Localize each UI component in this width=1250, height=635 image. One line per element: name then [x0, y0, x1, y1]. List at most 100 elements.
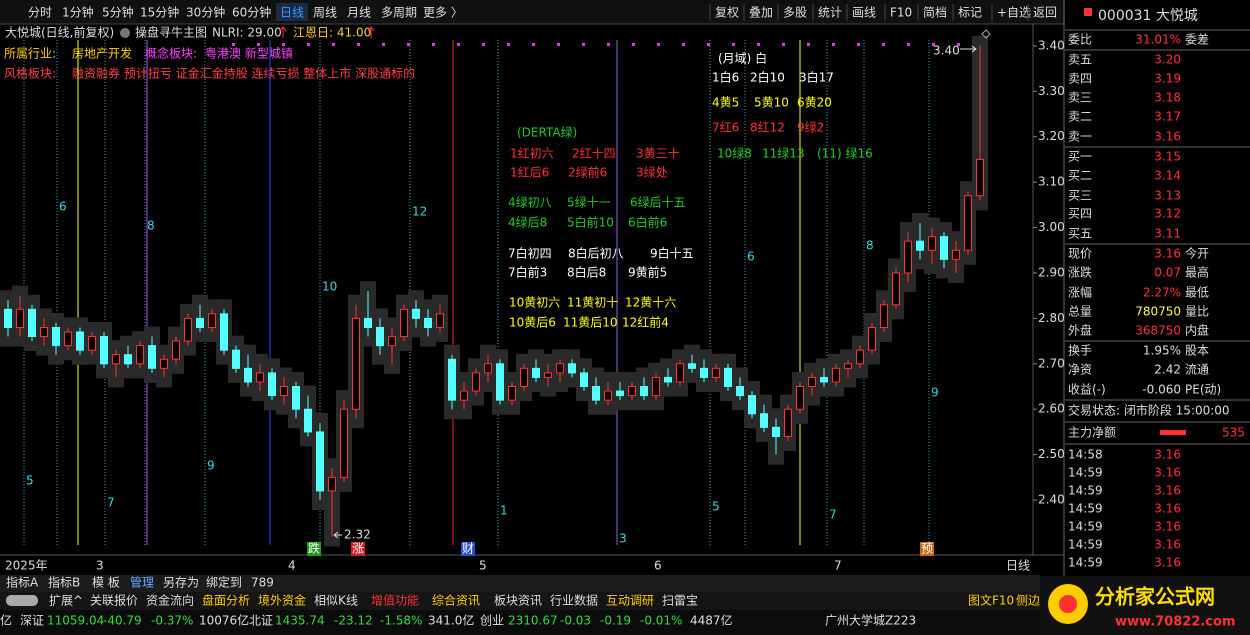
- stock-code: 000031 大悦城: [1098, 8, 1198, 24]
- candle-body: [256, 372, 264, 383]
- candle-body: [532, 367, 540, 378]
- info-tab[interactable]: 板块资讯: [494, 594, 542, 608]
- annotation: 8白后8: [567, 265, 606, 280]
- tool-button[interactable]: 标记: [958, 6, 982, 20]
- info-tab[interactable]: 关联报价: [90, 593, 138, 608]
- quote-label: 换手: [1068, 344, 1092, 358]
- candle-body: [724, 367, 732, 388]
- candle-body: [652, 376, 660, 397]
- period-tab[interactable]: 15分钟: [140, 5, 179, 20]
- indicator-tab[interactable]: 789: [251, 576, 274, 590]
- candle-body: [868, 326, 876, 351]
- tool-button[interactable]: 多股: [783, 6, 807, 20]
- cycle-label: 6: [747, 250, 755, 264]
- indicator-tab[interactable]: 管理: [130, 575, 154, 590]
- candle-body: [580, 372, 588, 388]
- quote-value: 368750: [1135, 324, 1181, 338]
- tool-button[interactable]: 画线: [852, 6, 876, 20]
- indicator-tab[interactable]: 另存为: [163, 576, 199, 590]
- dot: [782, 43, 785, 46]
- period-tab[interactable]: 分时: [28, 6, 52, 20]
- info-tab[interactable]: 扩展^: [49, 594, 83, 608]
- quote-label: 现价: [1068, 247, 1092, 261]
- max-label: 3.40: [933, 44, 960, 58]
- min-label: 2.32: [344, 528, 371, 542]
- candle-body: [28, 308, 36, 338]
- period-tab[interactable]: 1分钟: [62, 5, 94, 20]
- side-tab[interactable]: 侧边: [1016, 594, 1040, 608]
- candle-body: [316, 431, 324, 492]
- period-tab[interactable]: 更多 〉: [423, 6, 463, 20]
- diamond: [981, 29, 991, 39]
- logo-icon: [1059, 595, 1077, 613]
- order-price: 3.19: [1154, 72, 1181, 86]
- candle-body: [820, 376, 828, 383]
- arrow: [279, 26, 287, 38]
- x-label: 4: [288, 559, 296, 573]
- dot: [857, 43, 860, 46]
- candle-body: [640, 386, 648, 397]
- candle-body: [124, 354, 132, 365]
- indicator-tab[interactable]: 指标B: [48, 575, 80, 590]
- indicator-tab[interactable]: 指标A: [6, 575, 39, 590]
- tool-button[interactable]: +自选: [997, 6, 1031, 20]
- tool-button[interactable]: 复权: [715, 6, 739, 20]
- candle-body: [292, 386, 300, 410]
- info-tab[interactable]: 行业数据: [550, 593, 598, 608]
- tool-button[interactable]: F10: [890, 6, 912, 20]
- info-tab[interactable]: 互动调研: [606, 594, 654, 608]
- tool-button[interactable]: 简档: [923, 6, 947, 20]
- value: 31.01%: [1135, 33, 1181, 47]
- period-tab[interactable]: 日线: [280, 6, 304, 20]
- info-tab[interactable]: 境外资金: [258, 593, 306, 608]
- period-tab[interactable]: 5分钟: [102, 5, 134, 20]
- quote-value: 0.07: [1154, 266, 1181, 280]
- info-tab[interactable]: 资金流向: [146, 593, 194, 608]
- candle-body: [88, 336, 96, 351]
- info-tab[interactable]: 综合资讯: [432, 593, 480, 608]
- period-tab[interactable]: 60分钟: [232, 5, 271, 20]
- period-tab[interactable]: 周线: [313, 6, 337, 20]
- info-tab[interactable]: 扫雷宝: [662, 594, 698, 608]
- annotation: 5黄10: [754, 96, 789, 110]
- quote-label: 收益(-): [1068, 383, 1106, 397]
- annotation: 5白前10: [567, 215, 614, 230]
- dot: [632, 43, 635, 46]
- period-tab[interactable]: 30分钟: [186, 5, 225, 20]
- candle-body: [184, 317, 192, 342]
- candle-body: [340, 408, 348, 478]
- candle-body: [388, 336, 396, 347]
- annotation: 1白6: [712, 70, 739, 85]
- candle-body: [172, 340, 180, 360]
- annotation: 3绿处: [636, 165, 668, 180]
- candle-body: [664, 376, 672, 383]
- info-tab[interactable]: 盘面分析: [202, 593, 250, 608]
- indicator-name[interactable]: 操盘寻牛主图: [135, 25, 207, 40]
- period-tab[interactable]: 月线: [347, 6, 371, 20]
- period-label: 日线: [1006, 559, 1030, 573]
- candle-body: [892, 272, 900, 306]
- tool-button[interactable]: 返回: [1033, 6, 1057, 20]
- quote-label: 内盘: [1185, 323, 1209, 338]
- dot: [932, 43, 935, 46]
- tool-button[interactable]: 叠加: [749, 6, 773, 20]
- badge: [1084, 8, 1092, 16]
- quote-label: 总量: [1068, 305, 1092, 319]
- quote-label: 流通: [1185, 363, 1209, 377]
- info-tab[interactable]: 增值功能: [371, 593, 419, 608]
- order-label: 卖四: [1068, 72, 1092, 86]
- cycle-label: 9: [931, 386, 939, 400]
- candle-body: [280, 386, 288, 397]
- indicator-tab[interactable]: 绑定到: [206, 575, 242, 590]
- candle-body: [556, 363, 564, 374]
- info-tab[interactable]: 相似K线: [314, 594, 358, 608]
- annotation: 3白17: [799, 70, 834, 85]
- tool-button[interactable]: 统计: [818, 6, 842, 20]
- annotation: 7白前3: [508, 265, 547, 280]
- period-tab[interactable]: 多周期: [381, 6, 417, 20]
- indicator-tab[interactable]: 模 板: [92, 576, 120, 590]
- candle-body: [220, 313, 228, 351]
- side-tab[interactable]: 图文F10: [968, 593, 1014, 608]
- ticker: 深证: [20, 614, 44, 628]
